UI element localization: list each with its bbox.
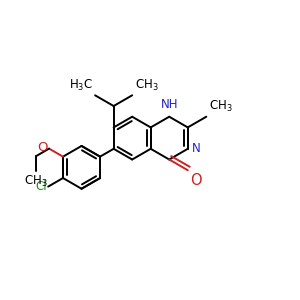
Text: CH$_3$: CH$_3$	[134, 78, 158, 93]
Text: Cl: Cl	[35, 180, 47, 193]
Text: CH$_3$: CH$_3$	[24, 174, 48, 189]
Text: N: N	[192, 142, 201, 155]
Text: O: O	[37, 141, 47, 154]
Text: H$_3$C: H$_3$C	[69, 78, 93, 93]
Text: NH: NH	[160, 98, 178, 111]
Text: O: O	[190, 172, 202, 188]
Text: CH$_3$: CH$_3$	[209, 99, 232, 114]
